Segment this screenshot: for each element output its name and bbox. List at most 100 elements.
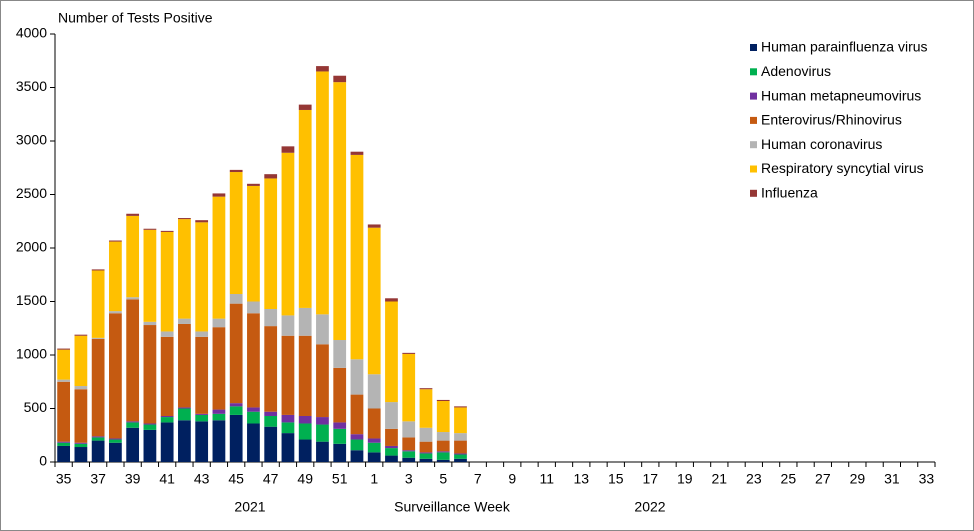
bar-segment (229, 294, 243, 304)
bar-segment (247, 423, 260, 462)
bar-segment (229, 169, 243, 173)
bar-segment (212, 420, 226, 462)
y-tick-label: 500 (24, 399, 48, 415)
bar-segment (109, 240, 122, 242)
legend-label: Human metapneumovirus (761, 87, 921, 103)
bar-segment (281, 433, 295, 462)
bar-segment (247, 411, 260, 424)
bar-segment (178, 218, 191, 220)
bar-segment (402, 451, 416, 458)
bar-segment (298, 104, 312, 110)
bar-segment (436, 401, 450, 433)
bar-segment (367, 438, 381, 443)
bar-segment (91, 436, 105, 438)
bar-segment (126, 421, 140, 423)
bar-segment (385, 445, 398, 449)
bar-segment (419, 452, 433, 454)
bar-segment (91, 437, 105, 441)
bar-segment (126, 297, 140, 300)
x-tick-label: 33 (919, 471, 935, 487)
x-tick-label: 1 (370, 471, 378, 487)
bar-segment (454, 453, 467, 455)
bar-segment (350, 359, 364, 395)
y-tick-label: 1500 (16, 292, 47, 308)
bar-segment (229, 303, 243, 404)
bar-segment (91, 269, 105, 271)
legend-swatch (750, 68, 757, 76)
y-axis-title: Number of Tests Positive (58, 10, 213, 26)
bar-segment (126, 215, 140, 298)
legend-swatch (750, 165, 757, 173)
bar-segment (350, 439, 364, 451)
bar-segment (385, 448, 398, 456)
bar-segment (195, 421, 209, 462)
x-tick-label: 9 (508, 471, 516, 487)
bar-segment (316, 66, 329, 72)
bar-segment (333, 340, 347, 368)
bar-segment (385, 428, 398, 446)
bar-segment (247, 313, 260, 408)
bar-segment (195, 222, 209, 332)
x-tick-label: 29 (850, 471, 866, 487)
x-tick-label: 5 (439, 471, 447, 487)
bar-segment (212, 193, 226, 197)
bar-segment (419, 388, 433, 390)
bar-segment (436, 432, 450, 441)
bar-segment (143, 325, 157, 424)
bar-segment (109, 438, 122, 440)
x-tick-label: 11 (539, 471, 554, 487)
legend-label: Respiratory syncytial virus (761, 160, 924, 176)
y-tick-label: 2000 (16, 239, 47, 255)
x-tick-label: 37 (90, 471, 106, 487)
bar-segment (212, 413, 226, 421)
bar-segment (419, 389, 433, 428)
bar-segment (436, 451, 450, 453)
bar-segment (454, 406, 467, 408)
bar-segment (57, 349, 71, 380)
legend-swatch (750, 116, 757, 124)
bar-segment (160, 231, 174, 332)
legend-swatch (750, 92, 757, 100)
bar-segment (264, 174, 278, 179)
bar-segment (212, 196, 226, 319)
bar-segment (57, 445, 71, 462)
x-tick-label: 31 (884, 471, 900, 487)
bar-segment (91, 338, 105, 437)
bar-segment (316, 441, 329, 462)
bar-segment (178, 408, 191, 421)
x-tick-label: 27 (815, 471, 831, 487)
y-tick-label: 4000 (16, 25, 47, 41)
bar-segment (160, 336, 174, 416)
bar-segment (247, 185, 260, 302)
bar-segment (454, 407, 467, 434)
bar-segment (195, 220, 209, 223)
bar-segment (419, 427, 433, 442)
bar-segment (57, 442, 71, 446)
bar-segment (178, 420, 191, 462)
bar-segment (281, 335, 295, 415)
legend-label: Adenovirus (761, 63, 831, 79)
y-tick-label: 3000 (16, 132, 47, 148)
bar-segment (109, 439, 122, 443)
bar-segment (402, 353, 416, 422)
bar-segment (143, 424, 157, 430)
bar-segment (454, 454, 467, 459)
x-axis-title: Surveillance Week (394, 499, 511, 515)
bar-segment (195, 336, 209, 414)
legend-swatch (750, 141, 757, 149)
bar-segment (229, 172, 243, 295)
x-tick-label: 43 (194, 471, 210, 487)
y-tick-label: 1000 (16, 346, 47, 362)
x-tick-label: 21 (712, 471, 728, 487)
bar-segment (367, 408, 381, 439)
x-tick-label: 51 (332, 471, 348, 487)
bar-segment (350, 434, 364, 440)
bar-segment (333, 443, 347, 462)
bar-segment (281, 315, 295, 336)
bar-segment (57, 379, 71, 382)
bar-segment (316, 71, 329, 315)
bar-segment (57, 441, 71, 443)
bar-segment (350, 394, 364, 435)
bar-segment (143, 229, 157, 322)
